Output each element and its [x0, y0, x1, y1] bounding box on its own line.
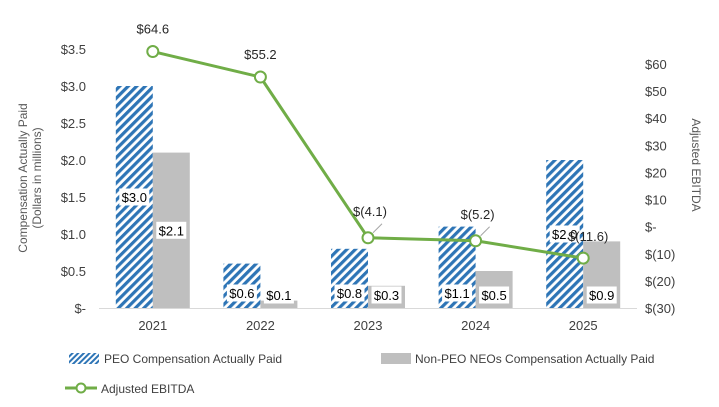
legend-swatch-non-peo [381, 353, 411, 364]
bar-label-non-peo-box [479, 286, 510, 304]
x-tick-label: 2021 [138, 318, 167, 333]
y-right-tick-label: $60 [645, 57, 667, 72]
y-left-tick-label: $2.5 [61, 116, 86, 131]
y-left-title-line2: (Dollars in millions) [30, 127, 44, 228]
ebitda-line [152, 50, 584, 260]
axes-layer: $- $0.5 $1.0 $1.5 $2.0 $2.5 $3.0 $3.5 $(30) $(20)… [16, 42, 703, 333]
y-left-tick-label: $0.5 [61, 264, 86, 279]
y-left-title-line1: Compensation Actually Paid [16, 103, 30, 252]
legend-label-non-peo: Non-PEO NEOs Compensation Actually Paid [415, 352, 654, 366]
bar-label-peo-box [334, 284, 365, 302]
labels-layer: $3.0 $2.1 $0.6 $0.1 $0.8 $0.3 $1.1 $0.5 $2.0 $0.9… [119, 22, 617, 304]
y-right-tick-label: $40 [645, 111, 667, 126]
legend-swatch-ebitda-marker [75, 382, 87, 394]
bar-label-non-peo-box [586, 286, 617, 304]
ebitda-value-label: $55.2 [244, 47, 277, 62]
y-right-tick-label: $10 [645, 193, 667, 208]
bar-label-peo: $2.0 [552, 227, 577, 242]
x-tick-label: 2022 [246, 318, 275, 333]
y-right-tick-label: $20 [645, 165, 667, 180]
y-left-tick-label: $3.5 [61, 42, 86, 57]
legend: PEO Compensation Actually Paid Non-PEO NE… [65, 352, 654, 396]
bar-label-non-peo: $0.3 [374, 288, 399, 303]
ebitda-value-label: $(5.2) [461, 207, 495, 222]
y-right-tick-label: $30 [645, 138, 667, 153]
bar-label-peo-box [549, 225, 580, 243]
bar-label-non-peo: $0.1 [266, 288, 291, 303]
bars-layer [115, 86, 621, 308]
y-left-tick-label: $1.5 [61, 190, 86, 205]
y-left-tick-label: $- [74, 301, 86, 316]
x-tick-label: 2023 [354, 318, 383, 333]
legend-label-ebitda: Adjusted EBITDA [101, 382, 194, 396]
bar-label-non-peo: $0.9 [589, 288, 614, 303]
bar-non-peo-2022 [260, 300, 298, 308]
ebitda-marker-2025 [576, 251, 590, 265]
bar-label-peo: $1.1 [444, 286, 469, 301]
bar-label-non-peo-box [156, 221, 187, 239]
ebitda-value-label: $(11.6) [568, 229, 608, 244]
ebitda-leader-line [480, 226, 490, 237]
bar-label-non-peo-box [263, 286, 294, 304]
legend-swatch-peo [69, 353, 99, 364]
ebitda-marker-2021 [146, 45, 160, 59]
bar-label-peo: $3.0 [122, 190, 147, 205]
bar-label-peo-box [442, 284, 473, 302]
ebitda-marker-2023 [361, 231, 375, 245]
y-right-tick-label: $50 [645, 84, 667, 99]
line-layer [146, 45, 590, 265]
ebitda-marker-2024 [469, 234, 483, 248]
x-tick-label: 2025 [569, 318, 598, 333]
bar-label-peo-box [226, 284, 257, 302]
bar-label-peo-box [119, 188, 150, 206]
bar-label-peo: $0.8 [337, 286, 362, 301]
ebitda-leader-line [372, 223, 383, 234]
ebitda-marker-2022 [253, 70, 267, 84]
y-right-tick-label: $- [645, 220, 657, 235]
y-right-title: Adjusted EBITDA [689, 118, 703, 211]
y-left-tick-label: $2.0 [61, 153, 86, 168]
y-left-tick-label: $1.0 [61, 227, 86, 242]
ebitda-value-label: $(4.1) [353, 204, 387, 219]
bar-label-non-peo: $2.1 [159, 223, 184, 238]
ebitda-value-label: $64.6 [137, 22, 170, 37]
y-right-tick-label: $(10) [645, 247, 675, 262]
y-left-tick-label: $3.0 [61, 79, 86, 94]
legend-label-peo: PEO Compensation Actually Paid [104, 352, 282, 366]
bar-label-non-peo: $0.5 [481, 288, 506, 303]
y-right-tick-label: $(20) [645, 274, 675, 289]
bar-label-non-peo-box [371, 286, 402, 304]
x-tick-label: 2024 [461, 318, 490, 333]
bar-label-peo: $0.6 [229, 286, 254, 301]
y-right-tick-label: $(30) [645, 301, 675, 316]
